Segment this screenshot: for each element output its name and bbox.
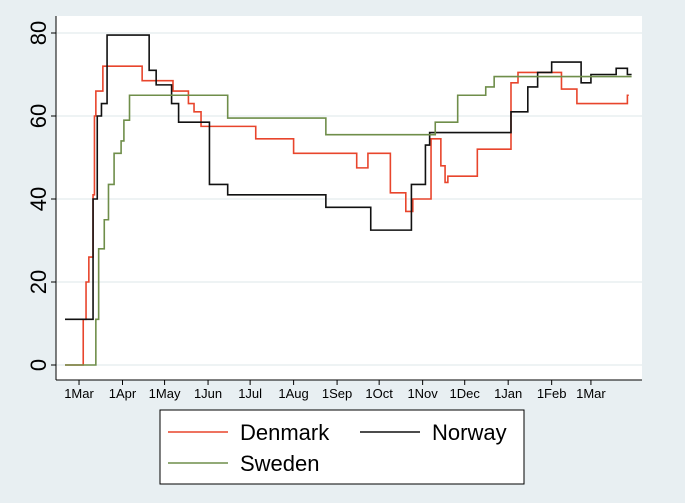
y-tick-label: 40 <box>26 187 51 211</box>
legend-box <box>159 409 525 485</box>
legend-label-denmark: Denmark <box>240 420 330 445</box>
x-tick-label: 1Mar <box>64 386 94 401</box>
x-tick-label: 1Dec <box>450 386 481 401</box>
legend-label-norway: Norway <box>432 420 507 445</box>
series-line-denmark <box>65 65 629 366</box>
series-line-sweden <box>65 75 632 366</box>
plot-background <box>56 16 642 380</box>
x-tick-label: 1Jul <box>238 386 262 401</box>
x-tick-label: 1Jun <box>194 386 222 401</box>
legend-label-sweden: Sweden <box>240 451 320 476</box>
axes: 0 20 40 60 80 1Mar 1Apr 1May 1Jun 1Jul 1Aug 1Sep 1Oc… <box>26 16 642 401</box>
x-tick-label: 1May <box>149 386 181 401</box>
y-tick-label: 0 <box>26 359 51 371</box>
legend: Denmark Norway Sweden <box>159 409 525 485</box>
x-tick-label: 1Sep <box>322 386 352 401</box>
series-layer <box>65 34 632 366</box>
series-line-norway <box>65 34 632 321</box>
x-tick-label: 1Mar <box>576 386 606 401</box>
x-tick-label: 1Apr <box>109 386 137 401</box>
y-tick-label: 60 <box>26 104 51 128</box>
x-tick-label: 1Aug <box>278 386 308 401</box>
x-tick-label: 1Oct <box>365 386 393 401</box>
y-tick-label: 80 <box>26 21 51 45</box>
y-tick-label: 20 <box>26 270 51 294</box>
x-tick-label: 1Feb <box>537 386 567 401</box>
gridlines <box>56 32 642 366</box>
x-tick-label: 1Jan <box>494 386 522 401</box>
x-tick-label: 1Nov <box>407 386 438 401</box>
